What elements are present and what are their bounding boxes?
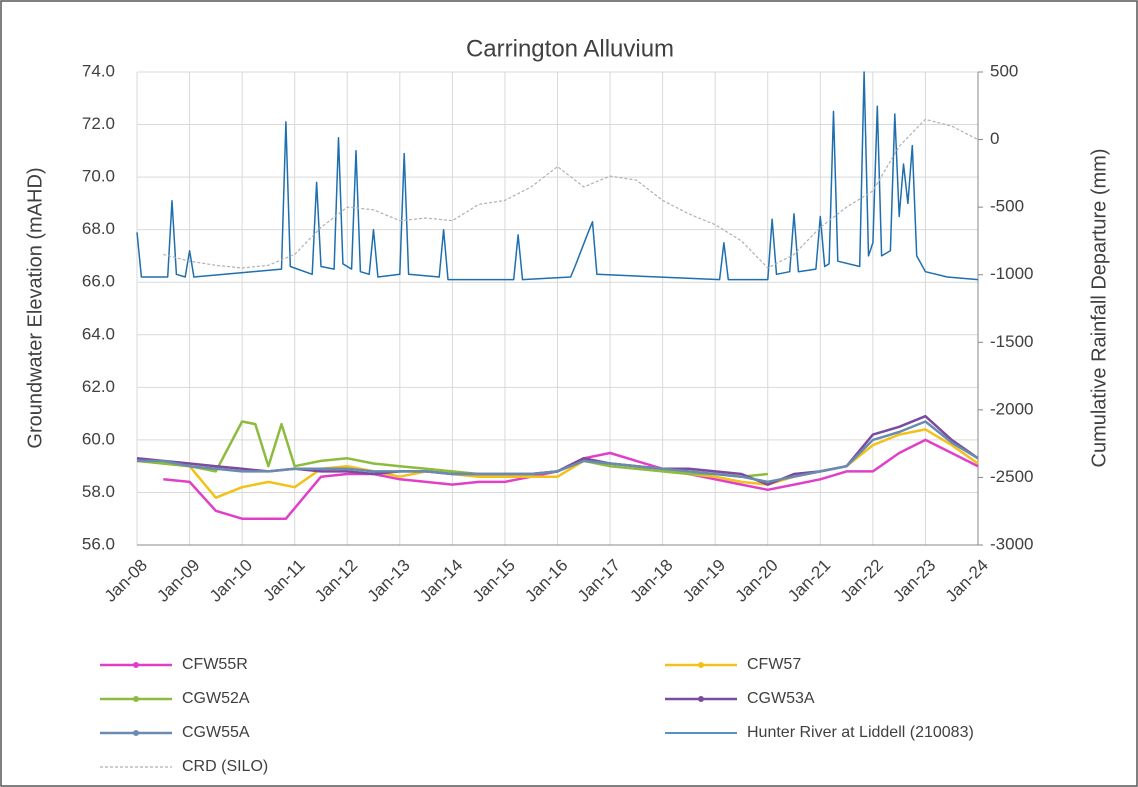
legend-marker [698, 696, 704, 702]
y-tick-label: 62.0 [82, 377, 115, 396]
series-line [136, 71, 979, 281]
y2-tick-label: -500 [990, 197, 1024, 216]
y-tick-label: 74.0 [82, 61, 115, 80]
y-tick-label: 72.0 [82, 114, 115, 133]
series-line [163, 118, 979, 269]
y2-tick-label: -2500 [990, 467, 1033, 486]
chart-title: Carrington Alluvium [466, 35, 674, 62]
series-line [136, 420, 768, 478]
legend-label: CGW55A [182, 724, 250, 741]
legend-marker [133, 730, 139, 736]
legend-marker [133, 662, 139, 668]
y-tick-label: 60.0 [82, 429, 115, 448]
legend-label: Hunter River at Liddell (210083) [747, 724, 974, 741]
y2-tick-label: 500 [990, 61, 1018, 80]
y2-tick-label: -3000 [990, 534, 1033, 553]
y-axis-title: Groundwater Elevation (mAHD) [24, 167, 46, 448]
legend-marker [698, 662, 704, 668]
y-tick-label: 70.0 [82, 167, 115, 186]
legend-label: CGW52A [182, 690, 250, 707]
y-tick-label: 68.0 [82, 219, 115, 238]
legend-label: CFW55R [182, 656, 248, 673]
y-tick-label: 58.0 [82, 482, 115, 501]
y2-tick-label: -2000 [990, 399, 1033, 418]
y2-tick-label: -1500 [990, 332, 1033, 351]
y-tick-label: 56.0 [82, 534, 115, 553]
y2-tick-label: -1000 [990, 264, 1033, 283]
legend-label: CGW53A [747, 690, 815, 707]
y2-axis-title: Cumulative Rainfall Departure (mm) [1088, 149, 1110, 468]
legend-label: CRD (SILO) [182, 758, 268, 775]
series-line [137, 420, 979, 484]
y-tick-label: 66.0 [82, 272, 115, 291]
legend-marker [133, 696, 139, 702]
legend-label: CFW57 [747, 656, 801, 673]
y2-tick-label: 0 [990, 129, 999, 148]
y-tick-label: 64.0 [82, 324, 115, 343]
